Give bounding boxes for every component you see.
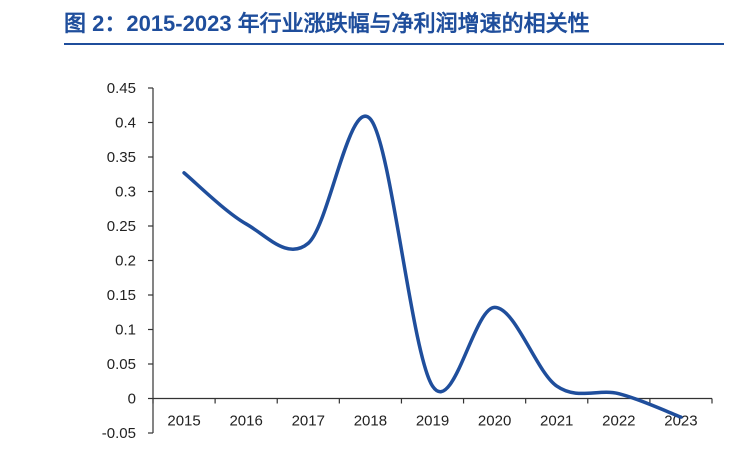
y-tick-label: 0.25 [107,218,136,235]
y-tick-label: 0.35 [107,149,136,166]
x-axis: 2015 2016 2017 2018 2019 2020 2021 2022 2023 [152,397,713,430]
y-tick-label: 0.05 [107,356,136,373]
y-tick-label: 0.2 [115,253,136,270]
y-tick-label: 0.1 [115,322,136,339]
series-line [182,114,683,419]
y-tick-label: 0.4 [115,115,136,132]
x-tick-label: 2020 [478,413,511,430]
x-tick-label: 2022 [602,413,635,430]
x-tick-label: 2015 [167,413,200,430]
x-tick-label: 2019 [416,413,449,430]
chart-title: 图 2：2015-2023 年行业涨跌幅与净利润增速的相关性 [64,11,590,36]
y-tick-label: 0 [128,391,136,408]
y-tick-label: 0.3 [115,184,136,201]
y-axis: 0.45 0.4 0.35 0.3 0.25 0.2 0.15 0.1 0.05 0 -0.05 [102,80,154,442]
x-tick-label: 2018 [354,413,387,430]
x-tick-label: 2023 [664,413,697,430]
x-tick-label: 2017 [292,413,325,430]
y-tick-label: 0.45 [107,80,136,97]
x-tick-label: 2021 [540,413,573,430]
y-tick-label: -0.05 [102,425,136,442]
x-tick-label: 2016 [229,413,262,430]
title-underline [64,43,724,45]
y-tick-label: 0.15 [107,287,136,304]
series-group [182,114,683,419]
